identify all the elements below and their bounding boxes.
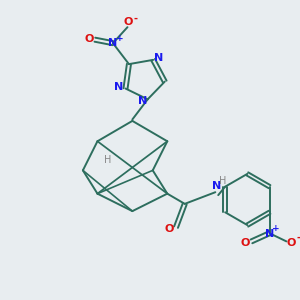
Text: O: O: [287, 238, 296, 248]
Text: N: N: [115, 82, 124, 92]
Text: -: -: [297, 233, 300, 243]
Text: O: O: [84, 34, 94, 44]
Text: -: -: [134, 14, 138, 24]
Text: N: N: [108, 38, 118, 48]
Text: N: N: [266, 229, 275, 239]
Text: O: O: [240, 238, 250, 248]
Text: N: N: [154, 53, 163, 63]
Text: N: N: [212, 182, 221, 191]
Text: +: +: [116, 34, 123, 43]
Text: H: H: [219, 176, 226, 186]
Text: O: O: [123, 17, 133, 27]
Text: N: N: [138, 96, 147, 106]
Text: O: O: [165, 224, 174, 234]
Text: H: H: [104, 155, 111, 165]
Text: +: +: [272, 224, 280, 232]
